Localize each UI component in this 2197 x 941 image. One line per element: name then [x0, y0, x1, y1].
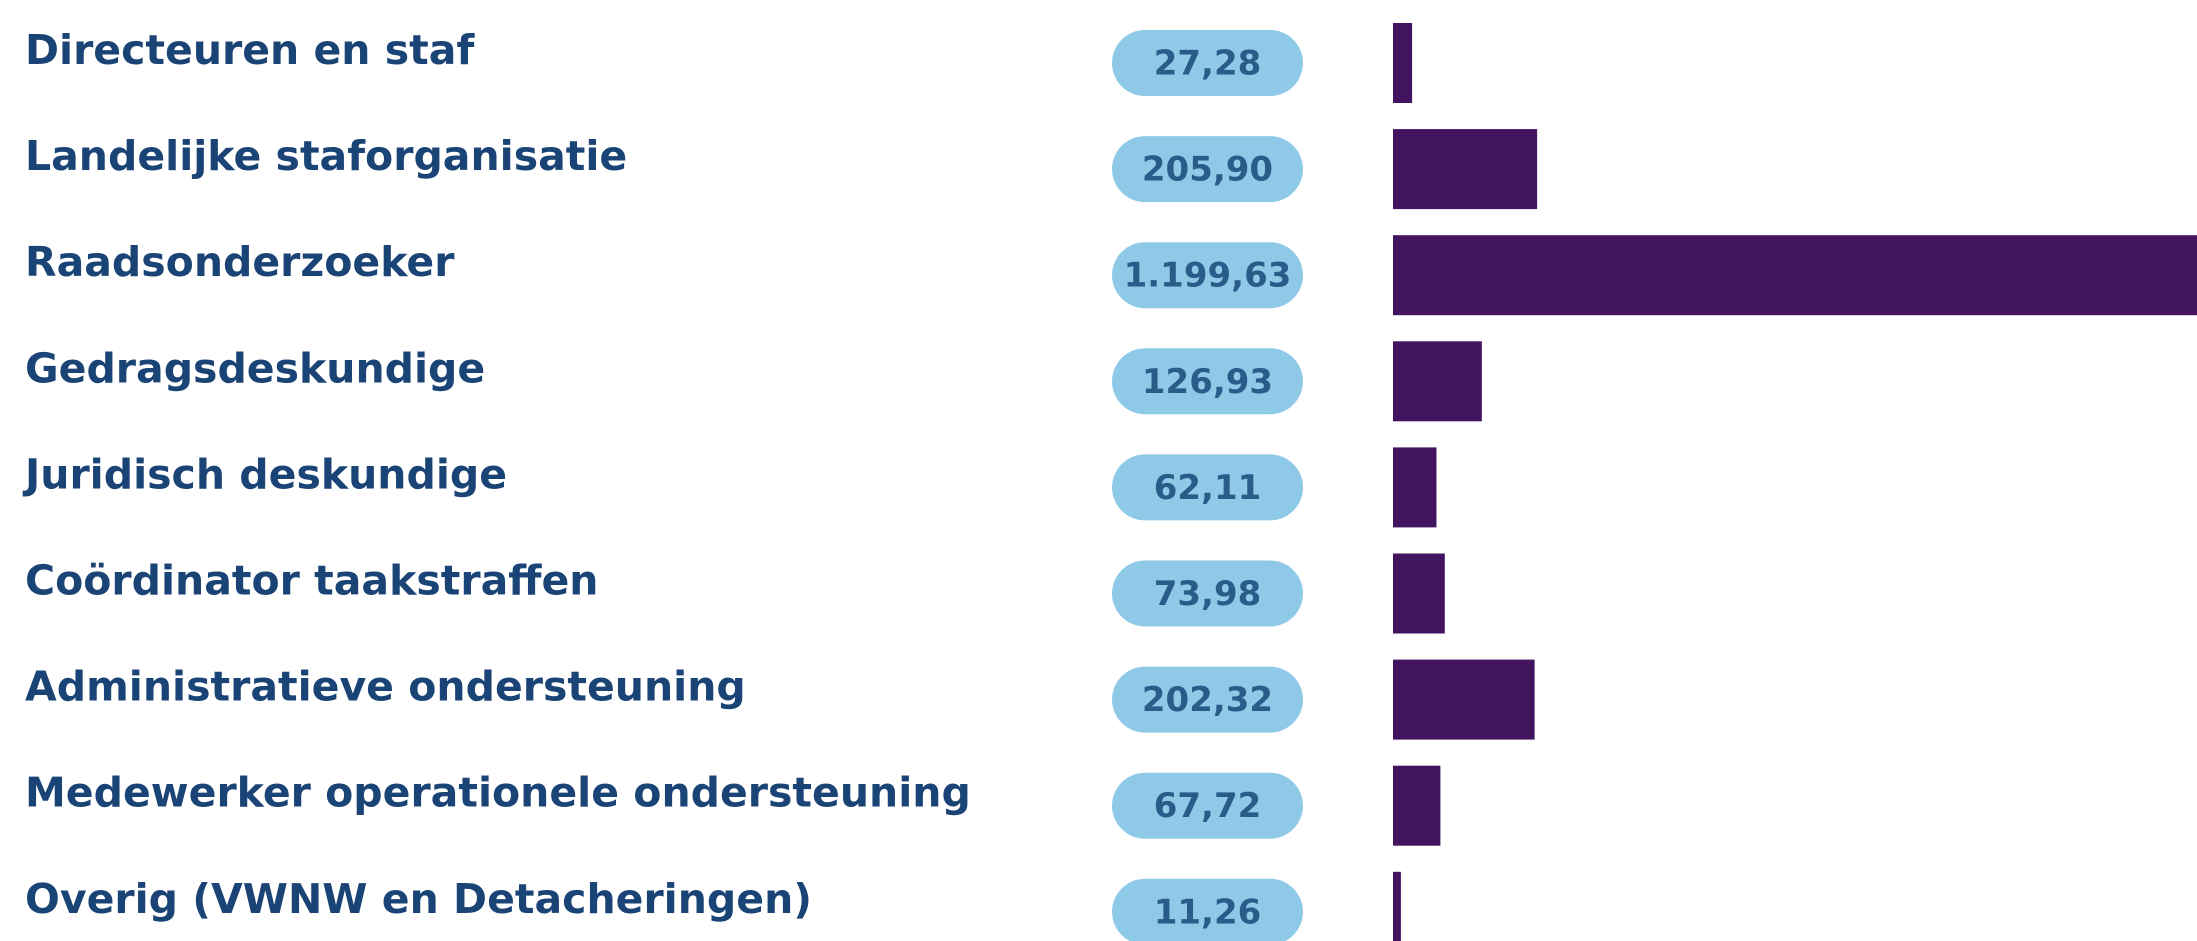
category-label: Landelijke staforganisatie	[25, 132, 627, 180]
category-label: Administratieve ondersteuning	[25, 663, 746, 711]
bar	[1393, 23, 1413, 103]
value-label: 62,11	[1154, 468, 1262, 508]
value-pill	[1112, 136, 1303, 203]
value-label: 1.199,63	[1124, 256, 1292, 296]
value-label: 11,26	[1154, 892, 1262, 932]
value-pill	[1112, 878, 1303, 941]
value-pill	[1112, 242, 1303, 309]
category-label: Overig (VWNW en Detacheringen)	[25, 875, 812, 923]
value-pill	[1112, 772, 1303, 839]
value-label: 73,98	[1154, 574, 1262, 614]
value-label: 126,93	[1142, 362, 1273, 402]
value-label: 202,32	[1142, 680, 1273, 720]
bar	[1393, 871, 1401, 941]
value-pill	[1112, 454, 1303, 521]
bar	[1393, 765, 1441, 846]
bar	[1393, 659, 1535, 740]
value-pill	[1112, 666, 1303, 733]
bar	[1393, 553, 1445, 634]
category-label: Juridisch deskundige	[22, 450, 507, 498]
value-pill	[1112, 348, 1303, 415]
bar	[1393, 447, 1437, 528]
value-pill	[1112, 560, 1303, 627]
bar	[1393, 129, 1538, 210]
bar	[1393, 235, 2197, 316]
category-label: Raadsonderzoeker	[25, 238, 455, 286]
bar	[1393, 341, 1482, 422]
category-label: Medewerker operationele ondersteuning	[25, 769, 971, 817]
value-label: 67,72	[1154, 786, 1262, 826]
value-label: 27,28	[1154, 44, 1262, 84]
category-label: Gedragsdeskundige	[25, 344, 485, 392]
value-label: 205,90	[1142, 150, 1273, 190]
value-pill	[1112, 30, 1303, 96]
category-label: Coördinator taakstraffen	[25, 557, 598, 605]
category-label: Directeuren en staf	[25, 26, 475, 74]
